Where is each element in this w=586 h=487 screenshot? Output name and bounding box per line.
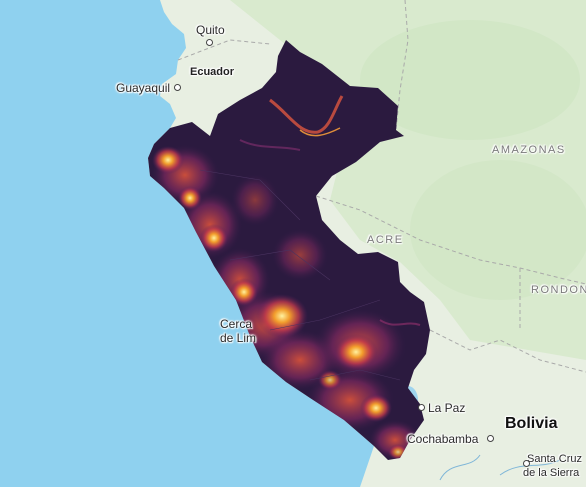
forest-patch [360,20,580,140]
quito-marker[interactable] [206,39,213,46]
cochabamba-marker[interactable] [487,435,494,442]
borders [177,0,586,373]
label-cerca-de-lima-line1[interactable]: Cerca [220,317,253,331]
label-quito[interactable]: Quito [196,23,225,37]
rivers [439,454,561,481]
la-paz-marker[interactable] [418,404,425,411]
santa-cruz-marker[interactable] [523,460,530,467]
label-amazonas[interactable]: AMAZONAS [492,144,566,156]
label-cerca-de-lima-line2[interactable]: de Lim [220,331,257,345]
label-rondonia[interactable]: RONDONI [531,284,586,296]
label-ecuador[interactable]: Ecuador [190,66,235,78]
label-cochabamba[interactable]: Cochabamba [407,432,479,446]
label-bolivia[interactable]: Bolivia [505,415,558,432]
guayaquil-marker[interactable] [174,84,181,91]
label-acre[interactable]: ACRE [367,234,404,246]
department-lines [199,169,401,381]
label-la-paz[interactable]: La Paz [428,401,466,415]
forest-patch [410,160,586,300]
label-santa-cruz-line2[interactable]: de la Sierra [523,467,580,479]
label-santa-cruz-line1[interactable]: Santa Cruz [527,453,583,465]
label-guayaquil[interactable]: Guayaquil [116,81,171,95]
